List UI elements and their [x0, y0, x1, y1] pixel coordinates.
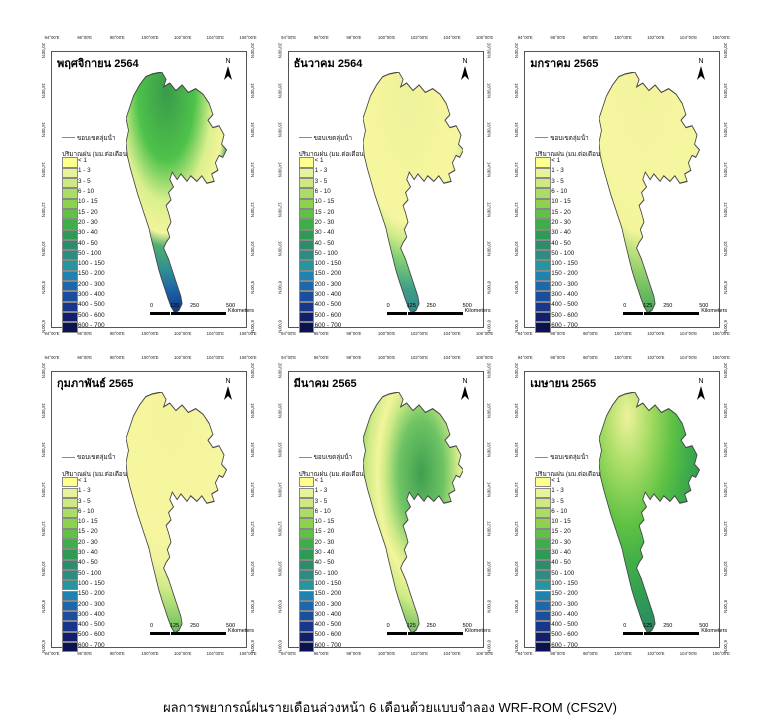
- svg-text:N: N: [462, 58, 467, 65]
- svg-text:N: N: [225, 378, 230, 385]
- svg-text:N: N: [699, 378, 704, 385]
- svg-text:N: N: [699, 58, 704, 65]
- svg-text:N: N: [462, 378, 467, 385]
- svg-text:N: N: [225, 58, 230, 65]
